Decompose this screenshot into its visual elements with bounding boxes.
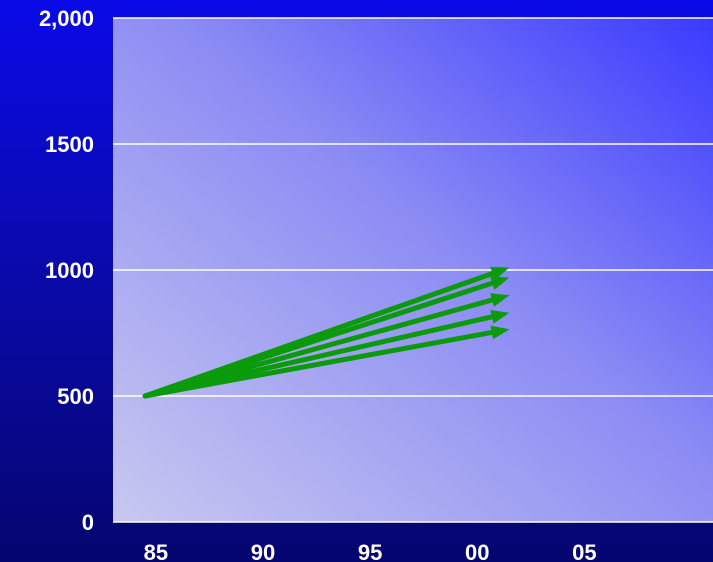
- arrow-series-4: [142, 310, 510, 399]
- arrow-head: [490, 293, 510, 307]
- arrow-series-3: [142, 293, 510, 399]
- y-axis-labels: 0 500 1000 1500 2,000: [39, 6, 94, 535]
- grid-lines: [113, 17, 713, 523]
- x-tick-label: 00: [465, 540, 489, 562]
- x-tick-label: 85: [144, 540, 168, 562]
- arrow-series-5: [142, 325, 510, 399]
- arrow-head: [490, 276, 510, 290]
- arrow-shaft: [142, 314, 495, 399]
- arrow-head: [490, 325, 510, 340]
- y-tick-label: 2,000: [39, 6, 94, 31]
- arrow-series-2: [142, 276, 510, 399]
- arrow-shaft: [142, 280, 495, 399]
- arrow-shaft: [142, 297, 495, 399]
- x-tick-label: 90: [251, 540, 275, 562]
- arrow-shaft: [142, 329, 495, 399]
- x-axis-labels: 85 90 95 00 05: [144, 540, 597, 562]
- y-tick-label: 500: [57, 384, 94, 409]
- x-tick-label: 05: [572, 540, 596, 562]
- y-tick-label: 1000: [45, 258, 94, 283]
- y-tick-label: 0: [82, 510, 94, 535]
- arrow-head: [490, 310, 510, 324]
- arrow-series-group: [142, 266, 510, 399]
- x-tick-label: 95: [358, 540, 382, 562]
- y-tick-label: 1500: [45, 132, 94, 157]
